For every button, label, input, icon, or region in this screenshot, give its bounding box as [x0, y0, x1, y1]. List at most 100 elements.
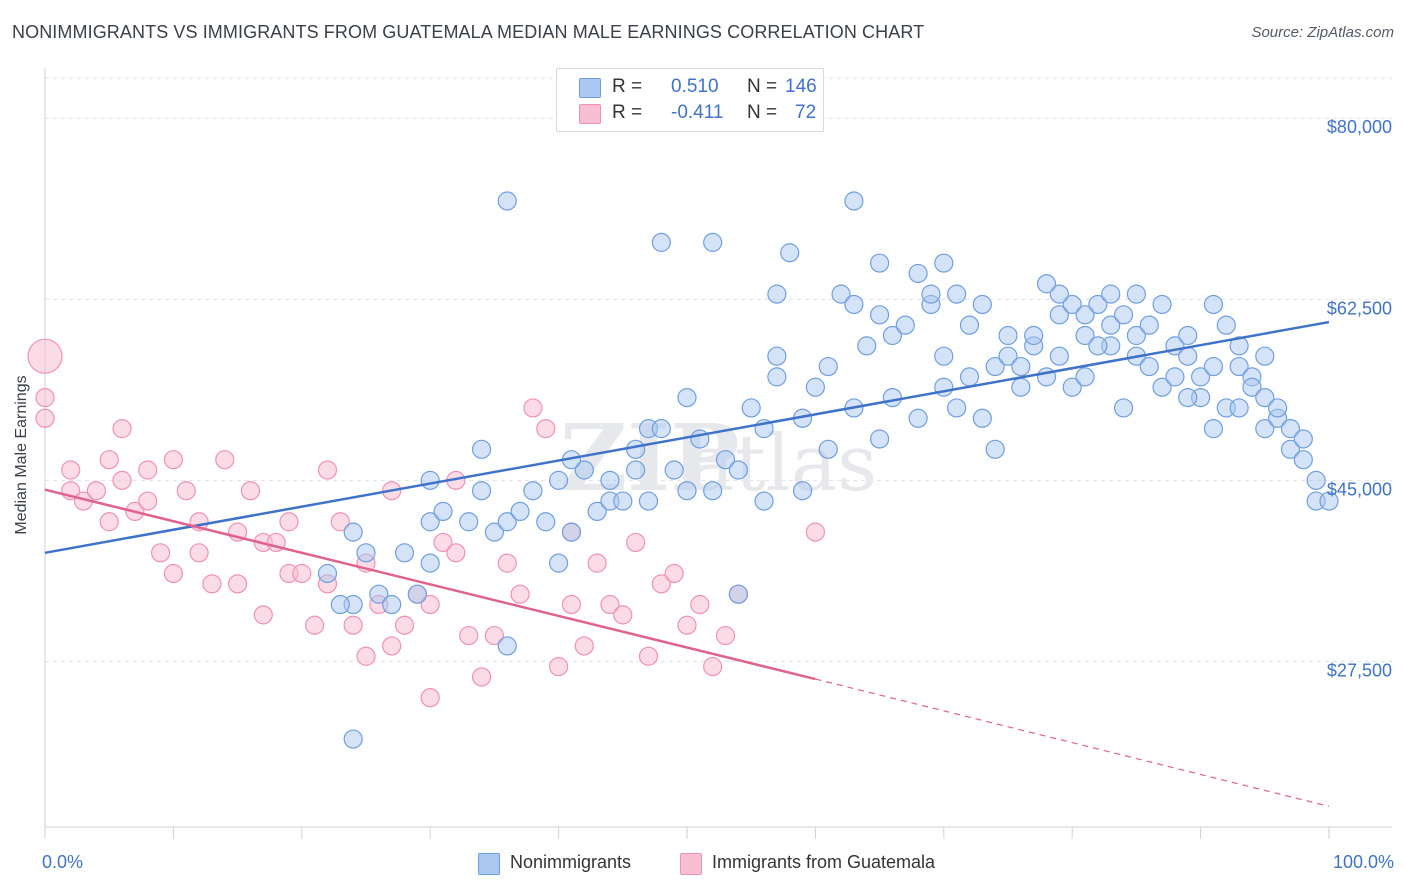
point-nonimmigrant: [985, 439, 1005, 459]
point-guatemala: [215, 450, 235, 470]
point-nonimmigrant: [1139, 356, 1159, 377]
point-nonimmigrant: [728, 460, 748, 480]
point-nonimmigrant: [1113, 305, 1134, 325]
x-tick-max: 100.0%: [1332, 852, 1394, 872]
point-nonimmigrant: [626, 460, 646, 480]
point-nonimmigrant: [947, 284, 967, 304]
point-nonimmigrant: [1319, 491, 1339, 511]
point-nonimmigrant: [1036, 274, 1057, 294]
n-value: 72: [795, 102, 817, 123]
point-nonimmigrant: [356, 543, 376, 563]
point-guatemala: [138, 460, 158, 480]
point-nonimmigrant: [369, 584, 389, 604]
point-nonimmigrant: [869, 305, 890, 325]
correlation-stats-box: R = 0.510 N = 146 R = -0.411 N = 72: [556, 68, 824, 132]
trend-line-nonimmigrants: [44, 320, 1330, 555]
point-guatemala: [61, 460, 81, 480]
point-nonimmigrant: [1203, 419, 1224, 439]
point-guatemala: [420, 688, 440, 708]
y-tick-label: $80,000: [1327, 117, 1392, 137]
point-nonimmigrant: [1178, 387, 1198, 408]
point-guatemala: [343, 615, 363, 635]
y-tick-label: $62,500: [1327, 298, 1392, 318]
point-nonimmigrant: [1088, 294, 1108, 315]
point-nonimmigrant: [895, 315, 915, 335]
n-label: N =: [747, 102, 778, 123]
point-guatemala: [253, 605, 273, 625]
y-tick-labels: $27,500 $45,000 $62,500 $80,000: [1327, 117, 1392, 680]
point-nonimmigrant: [1139, 315, 1159, 335]
point-nonimmigrant: [510, 501, 530, 522]
r-label: R =: [612, 102, 643, 123]
point-nonimmigrant: [1178, 346, 1198, 366]
r-value: 0.510: [671, 76, 719, 97]
point-guatemala: [99, 450, 119, 470]
point-guatemala: [459, 625, 479, 646]
point-nonimmigrant: [947, 398, 967, 418]
point-nonimmigrant: [471, 481, 492, 501]
point-guatemala: [677, 615, 697, 635]
point-nonimmigrant: [921, 284, 941, 304]
point-nonimmigrant: [1293, 450, 1313, 470]
point-nonimmigrant: [561, 522, 582, 542]
point-nonimmigrant: [613, 491, 633, 511]
point-nonimmigrant: [1255, 387, 1275, 408]
point-nonimmigrant: [1075, 325, 1095, 346]
point-nonimmigrant: [857, 336, 877, 356]
point-guatemala: [330, 512, 350, 532]
point-nonimmigrant: [651, 419, 671, 439]
point-guatemala: [497, 553, 517, 573]
point-nonimmigrant: [587, 501, 607, 522]
point-nonimmigrant: [459, 512, 479, 532]
r-value: -0.411: [671, 102, 724, 123]
point-nonimmigrant: [869, 253, 890, 273]
grid-lines: [45, 77, 1392, 662]
point-nonimmigrant: [1024, 325, 1044, 346]
point-guatemala: [112, 419, 132, 439]
point-nonimmigrant: [497, 512, 517, 532]
point-nonimmigrant: [420, 553, 440, 573]
point-nonimmigrant: [972, 408, 992, 428]
point-nonimmigrant: [1306, 470, 1326, 490]
x-tick-min: 0.0%: [42, 852, 84, 872]
trend-lines: [44, 320, 1330, 807]
point-nonimmigrant: [536, 512, 556, 532]
legend-label: Immigrants from Guatemala: [712, 852, 936, 872]
point-guatemala: [484, 625, 504, 646]
point-guatemala: [292, 563, 312, 584]
point-nonimmigrant: [1075, 367, 1095, 387]
point-guatemala: [664, 563, 684, 584]
point-nonimmigrant: [1101, 315, 1121, 335]
point-guatemala: [600, 594, 620, 615]
point-nonimmigrant: [1242, 377, 1262, 397]
point-guatemala: [317, 460, 338, 480]
point-nonimmigrant: [908, 263, 928, 284]
point-guatemala: [433, 532, 453, 553]
point-nonimmigrant: [959, 367, 980, 387]
point-nonimmigrant: [1268, 398, 1288, 418]
point-guatemala: [27, 338, 63, 374]
point-guatemala: [35, 387, 55, 408]
point-nonimmigrant: [869, 429, 890, 449]
point-nonimmigrant: [497, 636, 517, 656]
point-guatemala: [163, 563, 183, 584]
legend-pink-swatch: [680, 853, 702, 875]
n-value: 146: [785, 76, 817, 97]
point-nonimmigrant: [1049, 305, 1069, 325]
point-nonimmigrant: [1011, 377, 1031, 397]
point-nonimmigrant: [317, 563, 338, 584]
point-guatemala: [446, 543, 466, 563]
point-nonimmigrant: [626, 439, 646, 459]
n-label: N =: [747, 76, 778, 97]
point-guatemala: [420, 594, 440, 615]
point-guatemala: [305, 615, 325, 635]
point-nonimmigrant: [1049, 346, 1069, 366]
point-nonimmigrant: [1126, 325, 1147, 346]
chart-title: NONIMMIGRANTS VS IMMIGRANTS FROM GUATEMA…: [12, 22, 925, 42]
point-guatemala: [805, 522, 826, 542]
point-guatemala: [202, 574, 222, 594]
point-nonimmigrant: [382, 594, 402, 615]
point-guatemala: [536, 419, 556, 439]
point-nonimmigrant: [497, 191, 517, 211]
